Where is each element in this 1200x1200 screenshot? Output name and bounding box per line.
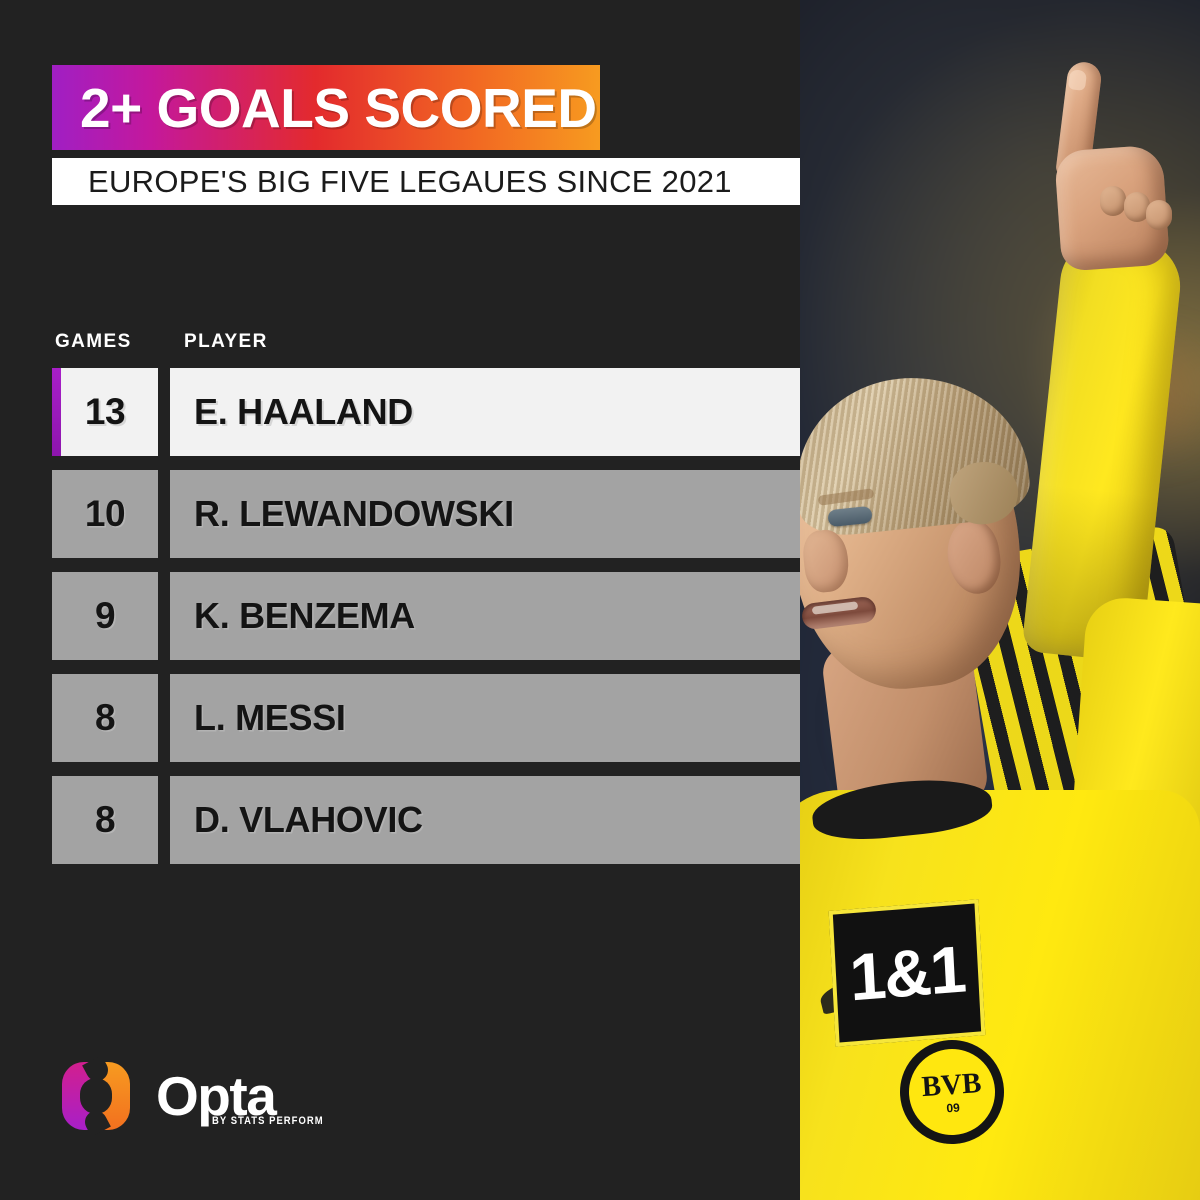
jersey-sponsor-patch: 1&1: [828, 899, 986, 1047]
row-player-value: R. LEWANDOWSKI: [194, 493, 514, 534]
row-games-value: 8: [94, 697, 116, 738]
row-player-cell: R. LEWANDOWSKI: [170, 470, 800, 558]
row-player-cell: K. BENZEMA: [170, 572, 800, 660]
row-player-value: E. HAALAND: [194, 391, 413, 432]
row-games-value: 9: [94, 595, 116, 636]
table-row[interactable]: 13 E. HAALAND: [52, 368, 800, 456]
table-row[interactable]: 9 K. BENZEMA: [52, 572, 800, 660]
row-player-cell: D. VLAHOVIC: [170, 776, 800, 864]
row-games-cell: 8: [52, 776, 158, 864]
player-knuckle: [1146, 200, 1172, 230]
row-games-cell: 13: [52, 368, 158, 456]
player-fingernail: [1067, 69, 1088, 91]
row-games-cell: 8: [52, 674, 158, 762]
row-games-value: 13: [84, 391, 126, 432]
player-photo: ★ BVB 09 1&1: [800, 0, 1200, 1200]
row-games-value: 10: [84, 493, 126, 534]
row-games-cell: 9: [52, 572, 158, 660]
row-accent-bar: [52, 368, 61, 456]
opta-wordmark: Opta BY STATS PERFORM: [156, 1064, 323, 1127]
brand-name: Opta: [156, 1064, 277, 1127]
brand-tagline: BY STATS PERFORM: [212, 1114, 324, 1127]
player-knuckle: [1124, 192, 1150, 222]
column-header-games: GAMES: [55, 331, 132, 352]
title-banner: 2+ GOALS SCORED: [52, 65, 600, 150]
table-row[interactable]: 8 L. MESSI: [52, 674, 800, 762]
row-player-value: K. BENZEMA: [194, 595, 415, 636]
crest-club-year: 09: [945, 1100, 961, 1115]
opta-logo: Opta BY STATS PERFORM: [62, 1055, 323, 1137]
table-row[interactable]: 8 D. VLAHOVIC: [52, 776, 800, 864]
subtitle-banner: EUROPE'S BIG FIVE LEGAUES SINCE 2021: [52, 158, 815, 205]
opta-mark-inner-cutout: [80, 1078, 112, 1114]
column-header-player: PLAYER: [184, 331, 268, 352]
row-player-cell: E. HAALAND: [170, 368, 800, 456]
content-panel: 2+ GOALS SCORED EUROPE'S BIG FIVE LEGAUE…: [52, 65, 815, 1137]
player-knuckle: [1100, 186, 1126, 216]
row-games-value: 8: [94, 799, 116, 840]
row-games-cell: 10: [52, 470, 158, 558]
crest-club-initials: BVB: [920, 1066, 983, 1103]
table-row[interactable]: 10 R. LEWANDOWSKI: [52, 470, 800, 558]
page-subtitle: EUROPE'S BIG FIVE LEGAUES SINCE 2021: [88, 163, 732, 199]
jersey-sponsor-text: 1&1: [847, 931, 967, 1015]
opta-mark-icon: [62, 1055, 130, 1137]
row-player-value: L. MESSI: [194, 697, 346, 738]
row-player-cell: L. MESSI: [170, 674, 800, 762]
page-title: 2+ GOALS SCORED: [80, 76, 597, 139]
row-player-value: D. VLAHOVIC: [194, 799, 423, 840]
